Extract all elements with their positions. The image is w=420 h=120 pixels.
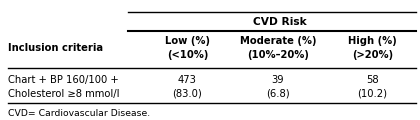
Text: (<10%): (<10%) [167, 50, 208, 60]
Text: CVD Risk: CVD Risk [253, 18, 307, 27]
Text: 39: 39 [272, 75, 284, 85]
Text: CVD= Cardiovascular Disease.: CVD= Cardiovascular Disease. [8, 109, 150, 118]
Text: Chart + BP 160/100 +: Chart + BP 160/100 + [8, 75, 119, 85]
Text: (83.0): (83.0) [173, 89, 202, 99]
Text: (>20%): (>20%) [352, 50, 393, 60]
Text: 58: 58 [366, 75, 379, 85]
Text: 473: 473 [178, 75, 197, 85]
Text: High (%): High (%) [348, 36, 397, 46]
Text: Moderate (%): Moderate (%) [240, 36, 316, 46]
Text: (10.2): (10.2) [357, 89, 388, 99]
Text: Inclusion criteria: Inclusion criteria [8, 43, 103, 53]
Text: Cholesterol ≥8 mmol/l: Cholesterol ≥8 mmol/l [8, 89, 120, 99]
Text: (6.8): (6.8) [266, 89, 290, 99]
Text: (10%–20%): (10%–20%) [247, 50, 309, 60]
Text: Low (%): Low (%) [165, 36, 210, 46]
